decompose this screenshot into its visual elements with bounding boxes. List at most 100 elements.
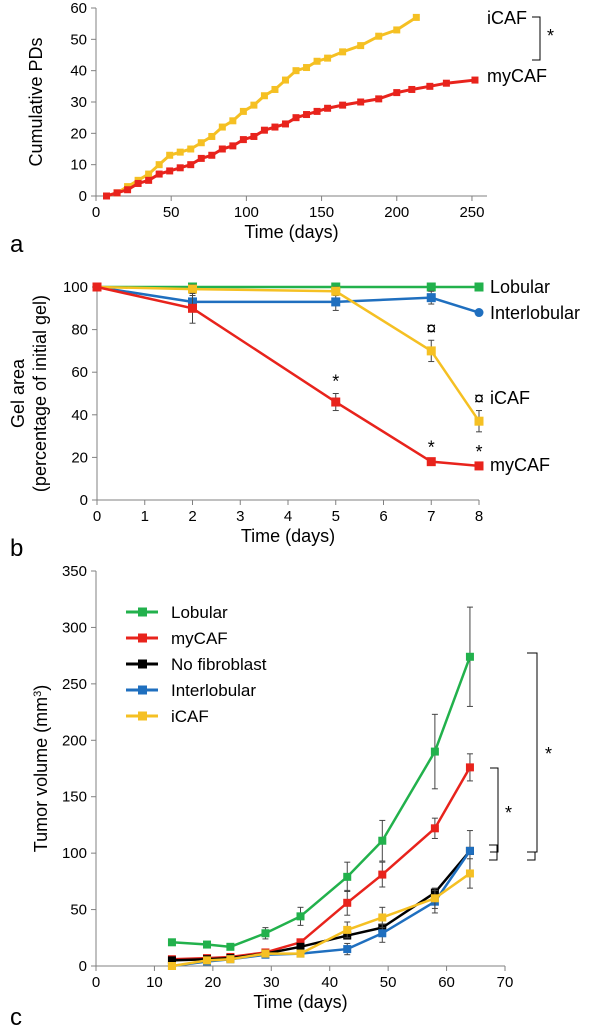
data-point [176,148,184,156]
y-tick-label: 50 [70,902,87,919]
significance-star: * [547,26,554,46]
data-point [474,416,484,426]
series-icaf [103,13,420,200]
data-point [208,151,216,159]
series-lobular [167,606,474,951]
series-label: myCAF [490,455,550,475]
y-tick-label: 60 [71,364,88,381]
data-point [296,949,305,958]
x-tick-label: 0 [92,974,100,991]
y-tick-label: 80 [71,322,88,339]
x-tick-label: 40 [321,974,338,991]
y-tick-label: 40 [71,407,88,424]
data-point [430,747,439,756]
data-point [145,170,153,178]
legend-item: No fibroblast [126,655,267,674]
x-tick-label: 20 [205,974,222,991]
x-tick-label: 3 [236,508,244,525]
y-axis-label-line2: (percentage of initial gel) [30,295,50,492]
series-line [171,656,472,949]
data-point [465,846,474,855]
data-point [471,76,479,84]
series-icaf [92,282,484,433]
significance-bracket [532,16,541,61]
data-point [378,870,387,879]
data-point [261,929,270,938]
series-label: Interlobular [490,303,580,323]
series-line [96,285,480,468]
data-point [442,79,450,87]
y-axis-label: Tumor volume (mm3) [31,685,51,852]
y-axis-label-text: Tumor volume (mm [31,697,51,852]
x-tick-label: 10 [146,974,163,991]
significance-star: * [505,803,512,823]
data-point [187,145,195,153]
x-tick-label: 2 [188,508,196,525]
data-point [188,284,197,294]
data-point [426,457,436,467]
legend-marker [138,659,147,669]
data-point [188,303,197,313]
data-point [430,824,439,833]
data-point [393,89,401,97]
data-point [103,192,111,200]
legend-marker [138,633,147,643]
data-point [426,82,434,90]
data-point [378,929,387,938]
data-point [303,64,311,72]
data-point [260,126,268,134]
x-tick-label: 1 [141,508,149,525]
y-tick-label: 100 [62,845,87,862]
x-tick-label: 100 [234,204,259,221]
data-point [357,98,365,106]
data-point [167,938,176,947]
data-point [281,76,289,84]
legend-marker [138,607,147,617]
data-point [426,282,436,292]
data-point [208,132,216,140]
data-point [465,652,474,661]
legend-marker [138,685,147,695]
data-point [226,942,235,951]
data-point [155,161,163,169]
data-point [292,114,300,122]
y-tick-label: 100 [63,279,88,296]
y-tick-label: 0 [79,958,87,975]
data-point [271,123,279,131]
series-line [96,285,481,422]
data-point [218,145,226,153]
data-point [474,282,484,292]
series-label: myCAF [487,66,547,86]
x-tick-label: 200 [384,204,409,221]
panel-letter-a: a [10,231,24,258]
data-point [92,282,102,292]
data-point [296,912,305,921]
y-tick-label: 0 [79,188,87,205]
y-tick-label: 40 [70,63,87,80]
data-point [167,956,176,965]
data-point [430,894,439,903]
y-axis-label: Cumulative PDs [26,37,46,166]
data-point [218,123,226,131]
data-point [197,139,205,147]
y-tick-label: 60 [70,0,87,17]
y-tick-label: 30 [70,94,87,111]
data-point [113,189,121,197]
significance-star: * [545,744,552,764]
x-tick-label: 8 [475,508,483,525]
data-point [313,107,321,115]
data-point [378,913,387,922]
significance-symbol: ¤ [474,389,484,409]
x-tick-label: 250 [459,204,484,221]
data-point [393,26,401,34]
data-point [197,154,205,162]
data-point [343,945,352,954]
legend-label: myCAF [171,629,228,648]
panel-c-brackets: ** [489,652,552,861]
legend-item: Interlobular [126,681,256,700]
data-point [313,57,321,65]
data-point [250,101,258,109]
data-point [331,397,341,407]
bracket-small-outer [527,851,536,861]
